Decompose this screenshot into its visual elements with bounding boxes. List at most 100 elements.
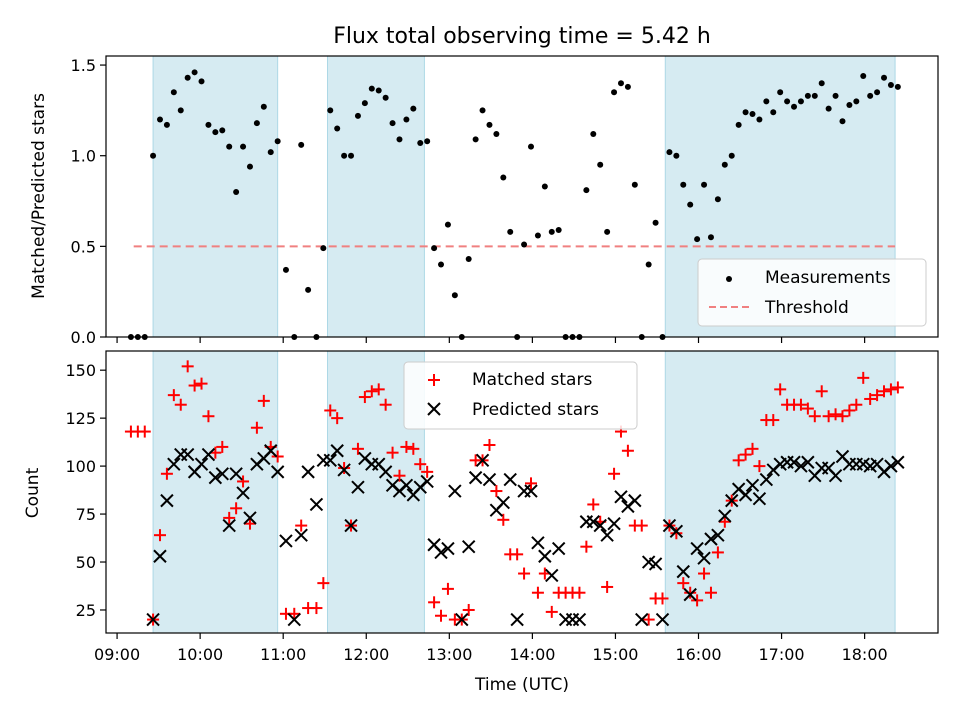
predicted-star-point [683, 587, 697, 602]
measurement-point [749, 111, 756, 118]
x-tick-label: 11:00 [260, 645, 306, 664]
matched-star-point [864, 392, 877, 405]
predicted-star-point [752, 492, 767, 506]
matched-star-point [400, 440, 413, 453]
predicted-star-point [690, 541, 704, 556]
measurement-point [134, 334, 141, 340]
matched-star-point [257, 394, 270, 407]
predicted-star-point [461, 539, 476, 554]
x-tick-label: 13:00 [426, 645, 472, 664]
matched-star-point [884, 383, 897, 396]
matched-star-point [167, 389, 180, 402]
chart-title: Flux total observing time = 5.42 h [333, 24, 711, 49]
measurement-point [548, 228, 555, 235]
bottom-y-tick-label: 125 [65, 409, 96, 428]
matched-star-point [656, 592, 669, 605]
bottom-y-tick-label: 150 [65, 361, 96, 380]
matched-star-point [670, 527, 683, 540]
predicted-star-point [455, 612, 469, 627]
measurement-point [233, 188, 240, 195]
matched-star-point [531, 586, 544, 599]
matched-star-point [386, 446, 399, 459]
matched-star-point [836, 410, 849, 423]
predicted-star-point [738, 488, 753, 502]
predicted-star-point [301, 465, 315, 479]
matched-star-point [545, 605, 558, 618]
predicted-star-point [160, 493, 174, 508]
predicted-star-point [635, 612, 649, 627]
measurement-point [534, 232, 541, 239]
bottom-y-axis-label: Count [23, 467, 43, 518]
measurement-point [191, 69, 198, 76]
matched-star-point [684, 586, 697, 599]
matched-star-point [407, 442, 420, 455]
x-tick-label: 12:00 [343, 645, 389, 664]
measurement-point [127, 334, 134, 340]
matched-star-point [871, 389, 884, 402]
measurement-point [714, 196, 721, 203]
matched-star-point [642, 613, 655, 626]
legend-measurements-label: Measurements [765, 268, 891, 288]
predicted-star-point [725, 493, 739, 508]
matched-star-point [857, 371, 870, 384]
matched-star-point [635, 519, 648, 532]
top-y-tick-label: 0.0 [71, 328, 96, 347]
predicted-star-point [697, 551, 711, 565]
predicted-star-point [607, 516, 621, 531]
predicted-star-point [399, 478, 414, 492]
matched-star-point [393, 469, 406, 482]
measurement-point [253, 120, 260, 127]
observing-span [326, 55, 425, 338]
matched-star-point [891, 381, 904, 394]
predicted-star-point [441, 541, 455, 556]
measurement-point [240, 143, 247, 150]
measurement-point [282, 266, 289, 273]
measurement-point [597, 161, 604, 168]
predicted-star-point [531, 536, 545, 550]
measurement-point [887, 82, 894, 89]
predicted-star-point [153, 549, 167, 563]
measurement-point [444, 221, 451, 228]
predicted-star-point [167, 457, 181, 471]
measurement-point [825, 105, 832, 112]
measurement-point [375, 87, 382, 94]
predicted-star-point [279, 534, 293, 548]
predicted-star-point [828, 468, 843, 483]
matched-star-point [379, 398, 392, 411]
measurement-point [354, 112, 361, 119]
matched-star-point [372, 383, 385, 396]
predicted-star-point [794, 459, 808, 473]
measurement-point [341, 152, 348, 159]
measurement-point [659, 334, 666, 340]
measurement-point [666, 149, 673, 156]
matched-star-point [621, 444, 634, 457]
measurement-point [839, 118, 846, 125]
top-panel: Flux total observing time = 5.42 h 0.0 0.… [29, 24, 939, 347]
measurement-point [382, 94, 389, 101]
measurement-point [334, 125, 341, 132]
predicted-star-point [593, 518, 607, 533]
measurement-point [212, 129, 219, 136]
matched-star-point [746, 442, 759, 455]
matched-star-point [518, 567, 531, 580]
matched-star-point [698, 567, 711, 580]
measurement-point [652, 219, 659, 226]
predicted-star-point [884, 459, 898, 473]
bottom-y-tick-label: 75 [76, 505, 96, 524]
matched-star-point [829, 408, 842, 421]
predicted-star-point [344, 518, 358, 533]
bottom-plot-frame [105, 350, 939, 634]
measurement-point [500, 174, 507, 181]
matched-star-point [801, 402, 814, 415]
measurement-point [389, 120, 396, 127]
top-legend: Measurements Threshold [697, 258, 927, 327]
measurement-point [305, 286, 312, 293]
measurement-point [465, 256, 472, 263]
measurement-point [320, 245, 327, 252]
measurement-point [368, 85, 375, 92]
measurement-point [458, 334, 465, 340]
predicted-star-point [648, 557, 663, 571]
measurement-point [141, 334, 148, 340]
predicted-star-point [482, 472, 497, 487]
